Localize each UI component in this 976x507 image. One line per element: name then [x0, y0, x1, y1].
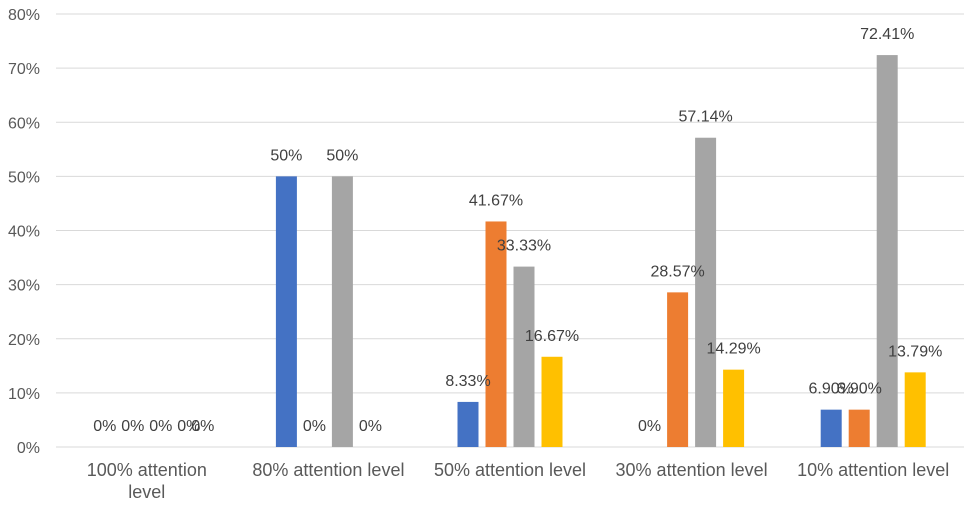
- category-label: 30% attention level: [616, 460, 768, 480]
- y-tick-label: 0%: [17, 440, 40, 457]
- data-label: 33.33%: [497, 238, 551, 255]
- data-label: 0%: [93, 418, 116, 435]
- y-tick-label: 60%: [8, 115, 40, 132]
- bar: [876, 55, 898, 448]
- data-label: 14.29%: [706, 341, 760, 358]
- bar: [667, 292, 689, 447]
- data-labels: 0%50%8.33%0%6.90%0% 0%41.67%28.57%6.90%0%…: [93, 26, 942, 435]
- bar: [848, 409, 870, 447]
- data-label: 6.90%: [809, 381, 854, 398]
- bar: [904, 372, 926, 447]
- bar: [485, 221, 507, 447]
- bar: [541, 356, 563, 447]
- bar: [275, 176, 297, 447]
- y-tick-label: 80%: [8, 7, 40, 24]
- data-label: 6.90%: [837, 381, 882, 398]
- bar: [723, 369, 745, 447]
- data-label: 0%: [191, 418, 214, 435]
- bar: [695, 137, 717, 448]
- data-label: 50%: [326, 147, 358, 164]
- y-tick-label: 10%: [8, 386, 40, 403]
- data-label: 0%: [149, 418, 172, 435]
- data-label: 0%: [121, 418, 144, 435]
- y-axis-tick-labels: 0% 10% 20% 30% 40% 50% 60% 70% 80%: [8, 7, 40, 457]
- data-label: 16.67%: [525, 328, 579, 345]
- bars: [275, 55, 926, 448]
- data-label: 0%: [177, 418, 200, 435]
- data-label: 72.41%: [860, 26, 914, 43]
- bar: [331, 176, 353, 447]
- data-label: 0%: [359, 418, 382, 435]
- category-label: 100% attention: [87, 460, 207, 480]
- data-label: 8.33%: [445, 373, 490, 390]
- y-tick-label: 70%: [8, 61, 40, 78]
- bar: [513, 266, 535, 447]
- data-label: 28.57%: [650, 263, 704, 280]
- y-tick-label: 30%: [8, 278, 40, 295]
- data-label: 0%: [303, 418, 326, 435]
- y-tick-label: 40%: [8, 224, 40, 241]
- category-label: level: [128, 482, 165, 502]
- data-label: 50%: [270, 147, 302, 164]
- data-label: 41.67%: [469, 192, 523, 209]
- data-label: 57.14%: [678, 109, 732, 126]
- y-tick-label: 20%: [8, 332, 40, 349]
- bar: [820, 409, 842, 447]
- category-label: 50% attention level: [434, 460, 586, 480]
- data-label: 13.79%: [888, 343, 942, 360]
- gridlines: [56, 13, 964, 448]
- category-label: 80% attention level: [252, 460, 404, 480]
- data-label: 0%: [638, 418, 661, 435]
- category-label: 10% attention level: [797, 460, 949, 480]
- bar: [457, 401, 479, 447]
- y-tick-label: 50%: [8, 169, 40, 186]
